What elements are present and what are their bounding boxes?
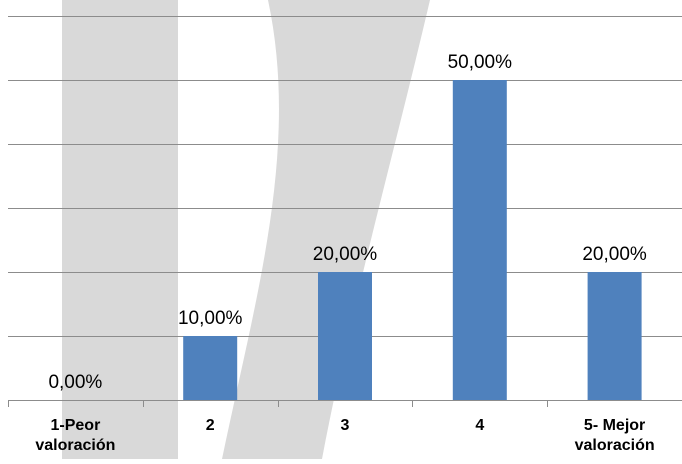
x-tick-label-line: 4 bbox=[475, 417, 484, 434]
data-label-4: 50,00% bbox=[448, 52, 513, 73]
bar-4 bbox=[452, 80, 507, 400]
x-tick-label-line: valoración bbox=[575, 437, 655, 454]
bar-3 bbox=[318, 272, 372, 400]
data-label-3: 20,00% bbox=[313, 244, 378, 265]
bar-5 bbox=[587, 272, 642, 400]
watermark-shape-right bbox=[222, 0, 430, 459]
watermark-shape-left bbox=[62, 0, 178, 459]
x-axis bbox=[8, 400, 682, 407]
x-tick-label-line: valoración bbox=[35, 437, 115, 454]
x-tick-label-line: 2 bbox=[206, 417, 215, 434]
bars bbox=[183, 80, 642, 400]
x-tick-label-line: 5- Mejor bbox=[584, 417, 645, 434]
data-label-2: 10,00% bbox=[178, 308, 243, 329]
data-label-1: 0,00% bbox=[48, 372, 102, 393]
data-labels: 0,00% 10,00% 20,00% 50,00% 20,00% bbox=[48, 52, 646, 393]
background-watermark bbox=[62, 0, 430, 459]
bar-2 bbox=[183, 336, 238, 400]
data-label-5: 20,00% bbox=[582, 244, 647, 265]
x-tick-label-4: 4 bbox=[475, 417, 484, 434]
x-tick-label-line: 1-Peor bbox=[51, 417, 101, 434]
x-tick-label-3: 3 bbox=[341, 417, 350, 434]
x-tick-label-5: 5- Mejor valoración bbox=[575, 417, 655, 454]
x-tick-label-2: 2 bbox=[206, 417, 215, 434]
x-tick-labels: 1-Peor valoración 2 3 4 5- Mejor valoración bbox=[35, 417, 654, 454]
x-tick-label-1: 1-Peor valoración bbox=[35, 417, 115, 454]
x-tick-label-line: 3 bbox=[341, 417, 350, 434]
